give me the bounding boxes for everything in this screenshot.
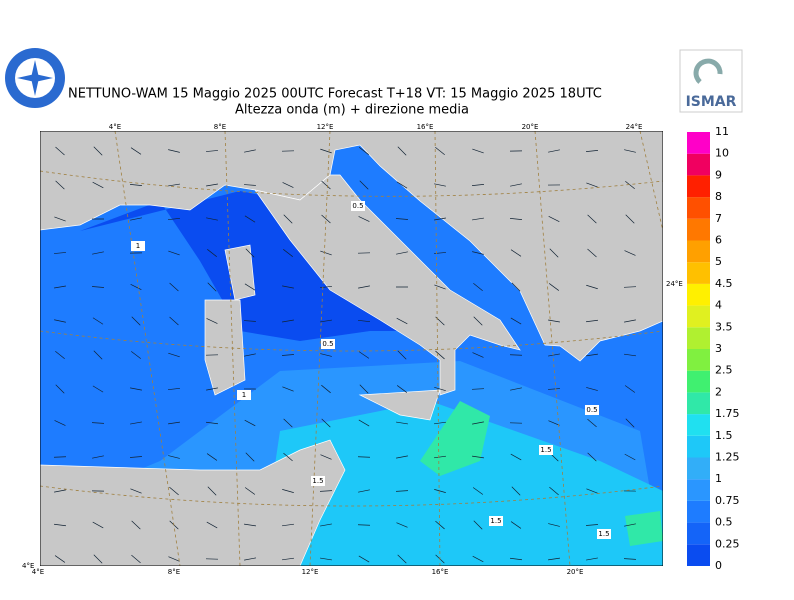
lon-label: 12°E: [302, 568, 319, 576]
legend-label: 3.5: [715, 320, 733, 333]
legend-swatch: [687, 479, 710, 501]
legend-swatch: [687, 523, 710, 545]
legend-label: 7: [715, 212, 722, 225]
lon-label: 4°E: [109, 123, 121, 131]
lon-label: 20°E: [522, 123, 539, 131]
logo-left: [5, 48, 65, 108]
contour-label: 1.5: [598, 530, 609, 538]
lon-label: 16°E: [417, 123, 434, 131]
contour-label: 1.5: [312, 477, 323, 485]
contour-label: 1: [242, 391, 246, 399]
legend-label: 2: [715, 385, 722, 398]
legend-label: 11: [715, 125, 729, 138]
legend-label: 0: [715, 559, 722, 572]
lon-label: 20°E: [567, 568, 584, 576]
legend-label: 1.75: [715, 407, 740, 420]
legend-swatch: [687, 327, 710, 349]
legend-label: 9: [715, 168, 722, 181]
legend-swatch: [687, 175, 710, 197]
legend-label: 0.5: [715, 516, 733, 529]
legend-swatch: [687, 284, 710, 306]
lat-label: 4°E: [22, 562, 34, 570]
contour-label: 0.5: [352, 202, 363, 210]
legend-swatch: [687, 501, 710, 523]
lon-label: 12°E: [317, 123, 334, 131]
legend-swatch: [687, 306, 710, 328]
subtitle: Altezza onda (m) + direzione media: [235, 103, 469, 118]
legend-label: 6: [715, 234, 722, 247]
legend-swatch: [687, 132, 710, 154]
legend-label: 0.25: [715, 537, 740, 550]
legend-swatch: [687, 458, 710, 480]
legend-swatch: [687, 154, 710, 176]
contour-label: 1.5: [490, 517, 501, 525]
contour-label: 0.5: [586, 406, 597, 414]
logo-text: ISMAR: [686, 94, 737, 110]
legend: 0 0.25 0.5 0.75 1 1.25 1.5 1.75 2 2.5 3 3.5 4 4.5 5 6 7 8…: [687, 125, 740, 572]
legend-label: 3: [715, 342, 722, 355]
legend-label: 4: [715, 299, 722, 312]
legend-swatch: [687, 436, 710, 458]
legend-label: 8: [715, 190, 722, 203]
land-sardinia: [205, 300, 245, 395]
legend-swatch: [687, 544, 710, 566]
legend-swatch: [687, 392, 710, 414]
legend-swatch: [687, 414, 710, 436]
lon-label: 16°E: [432, 568, 449, 576]
legend-swatch: [687, 219, 710, 241]
logo-right: ISMAR: [680, 50, 742, 112]
legend-label: 5: [715, 255, 722, 268]
contour-label: 1: [136, 242, 140, 250]
legend-label: 1.5: [715, 429, 733, 442]
legend-swatch: [687, 262, 710, 284]
legend-label: 2.5: [715, 364, 733, 377]
contour-label: 1.5: [540, 446, 551, 454]
legend-label: 0.75: [715, 494, 740, 507]
lon-label: 8°E: [214, 123, 226, 131]
legend-label: 4.5: [715, 277, 733, 290]
legend-swatch: [687, 197, 710, 219]
legend-swatch: [687, 241, 710, 263]
legend-swatch: [687, 371, 710, 393]
legend-swatch: [687, 349, 710, 371]
map: [40, 131, 663, 566]
lon-label: 24°E: [626, 123, 643, 131]
sea-zone: [625, 511, 663, 546]
lon-label: 8°E: [168, 568, 180, 576]
title: NETTUNO-WAM 15 Maggio 2025 00UTC Forecas…: [68, 87, 602, 102]
lat-label: 24°E: [666, 280, 683, 288]
legend-label: 10: [715, 147, 729, 160]
contour-label: 0.5: [322, 340, 333, 348]
legend-label: 1.25: [715, 451, 740, 464]
legend-label: 1: [715, 472, 722, 485]
